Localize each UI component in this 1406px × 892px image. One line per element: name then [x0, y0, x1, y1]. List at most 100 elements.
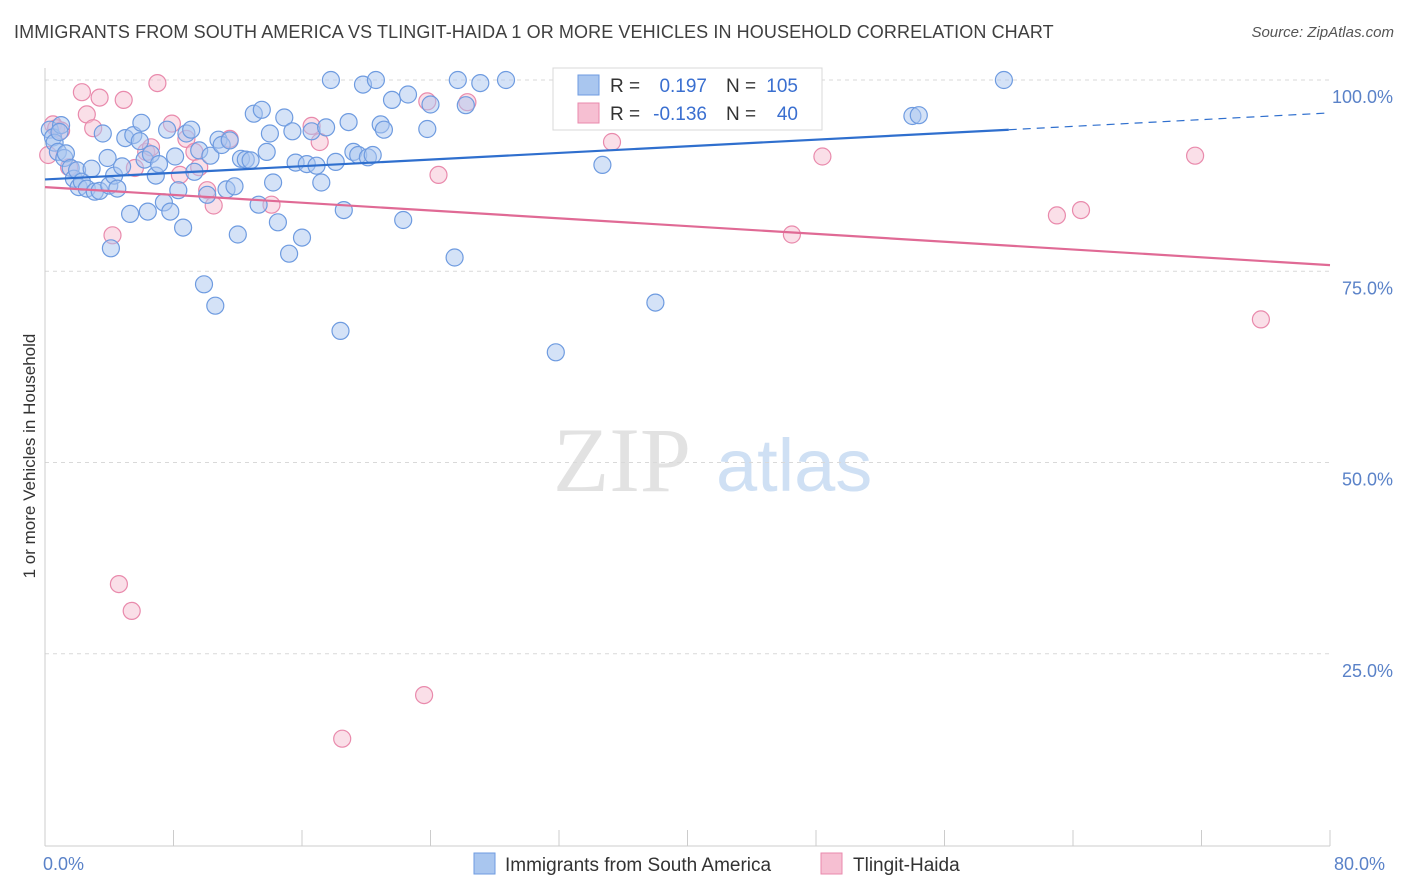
- south-america-point: [398, 85, 418, 104]
- tlingit-haida-point: [109, 574, 129, 594]
- chart-title: IMMIGRANTS FROM SOUTH AMERICA VS TLINGIT…: [14, 22, 1054, 42]
- tlingit-haida-trend-line: [44, 186, 1331, 267]
- y-tick-label: 75.0%: [1342, 278, 1393, 298]
- south-america-point: [292, 228, 312, 247]
- south-america-trend-extension: [1008, 112, 1331, 131]
- south-america-point: [471, 73, 490, 93]
- south-america-point: [418, 119, 437, 139]
- y-tick-label: 50.0%: [1342, 470, 1393, 490]
- south-america-point: [132, 113, 151, 132]
- legend-r-value-2: -0.136: [653, 104, 707, 125]
- south-america-point: [182, 120, 201, 139]
- south-america-trend-line: [44, 128, 1009, 181]
- y-axis-label: 1 or more Vehicles in Household: [20, 334, 39, 579]
- south-america-point: [198, 185, 217, 204]
- tlingit-haida-point: [1185, 146, 1205, 165]
- south-america-point: [93, 124, 112, 143]
- tlingit-haida-point: [602, 132, 622, 152]
- stats-legend: R = 0.197 N = 105 R = -0.136 N = 40: [552, 67, 823, 131]
- south-america-point: [366, 70, 385, 90]
- tlingit-haida-point: [333, 729, 352, 748]
- south-america-point: [339, 112, 358, 132]
- tlingit-haida-point: [1047, 206, 1067, 225]
- south-america-point: [50, 122, 69, 142]
- tlingit-haida-point: [813, 147, 832, 166]
- south-america-point: [82, 159, 101, 178]
- south-america-point: [448, 70, 467, 90]
- tlingit-haida-point: [72, 83, 92, 102]
- south-america-point: [264, 173, 283, 192]
- legend-tlingit-haida-swatch[interactable]: [820, 852, 843, 875]
- south-america-point: [280, 244, 299, 263]
- legend-n-value-1: 105: [766, 76, 798, 97]
- south-america-point: [496, 70, 516, 90]
- south-america-point: [161, 202, 180, 221]
- legend-south-america-swatch[interactable]: [473, 852, 496, 875]
- south-america-point: [228, 225, 247, 244]
- south-america-point: [312, 173, 331, 192]
- tlingit-haida-point: [782, 225, 802, 244]
- legend-n-label-2: N =: [726, 104, 756, 125]
- south-america-point: [260, 124, 279, 143]
- south-america-point: [225, 177, 244, 196]
- legend-r-label-1: R =: [610, 76, 640, 97]
- south-america-point: [394, 210, 413, 230]
- trend-lines: [44, 112, 1331, 267]
- south-america-point: [166, 147, 185, 166]
- x-ticks: [44, 830, 1331, 846]
- south-america-point: [382, 90, 402, 110]
- south-america-point: [121, 204, 140, 223]
- south-america-point: [275, 108, 294, 127]
- south-america-point: [374, 120, 393, 139]
- x-tick-label-min: 0.0%: [43, 854, 84, 874]
- x-tick-label-max: 80.0%: [1334, 854, 1385, 874]
- watermark-zip: ZIP: [553, 409, 691, 511]
- south-america-point: [201, 146, 220, 165]
- south-america-point: [158, 120, 177, 139]
- legend-south-america-label[interactable]: Immigrants from South America: [505, 855, 772, 876]
- south-america-point: [149, 155, 169, 174]
- south-america-points: [40, 70, 1014, 362]
- south-america-point: [331, 321, 350, 340]
- south-america-point: [241, 151, 260, 170]
- y-tick-label: 25.0%: [1342, 661, 1393, 681]
- south-america-point: [98, 148, 117, 168]
- south-america-point: [130, 132, 149, 151]
- legend-r-value-1: 0.197: [659, 76, 707, 97]
- south-america-point: [283, 122, 302, 141]
- south-america-point: [593, 155, 612, 174]
- south-america-point: [994, 70, 1014, 90]
- south-america-point: [363, 145, 382, 165]
- south-america-point: [101, 239, 121, 258]
- south-america-point: [220, 131, 239, 150]
- south-america-point: [194, 275, 214, 294]
- south-america-point: [257, 142, 276, 161]
- tlingit-haida-point: [429, 165, 448, 184]
- south-america-point: [206, 296, 225, 315]
- tlingit-haida-point: [1071, 201, 1091, 220]
- legend-n-label-1: N =: [726, 76, 756, 97]
- legend-tlingit-haida-label[interactable]: Tlingit-Haida: [853, 855, 960, 876]
- tlingit-haida-point: [415, 685, 434, 705]
- south-america-point: [268, 213, 287, 232]
- tlingit-haida-point: [90, 88, 109, 107]
- legend-r-label-2: R =: [610, 104, 640, 125]
- south-america-point: [252, 100, 271, 119]
- watermark-atlas: atlas: [716, 424, 872, 507]
- south-america-point: [456, 96, 475, 115]
- legend-pink-swatch: [577, 102, 600, 124]
- legend-n-value-2: 40: [777, 104, 798, 125]
- south-america-point: [174, 218, 193, 237]
- watermark: ZIP atlas: [553, 409, 872, 511]
- legend-blue-swatch: [577, 74, 600, 96]
- tlingit-haida-point: [122, 601, 141, 621]
- south-america-point: [317, 118, 336, 137]
- source-label: Source: ZipAtlas.com: [1251, 24, 1394, 41]
- south-america-point: [445, 248, 464, 267]
- tlingit-haida-point: [148, 73, 167, 93]
- tlingit-haida-point: [1251, 310, 1271, 329]
- south-america-point: [326, 152, 345, 171]
- y-tick-label: 100.0%: [1332, 87, 1393, 107]
- series-legend: Immigrants from South America Tlingit-Ha…: [473, 852, 960, 876]
